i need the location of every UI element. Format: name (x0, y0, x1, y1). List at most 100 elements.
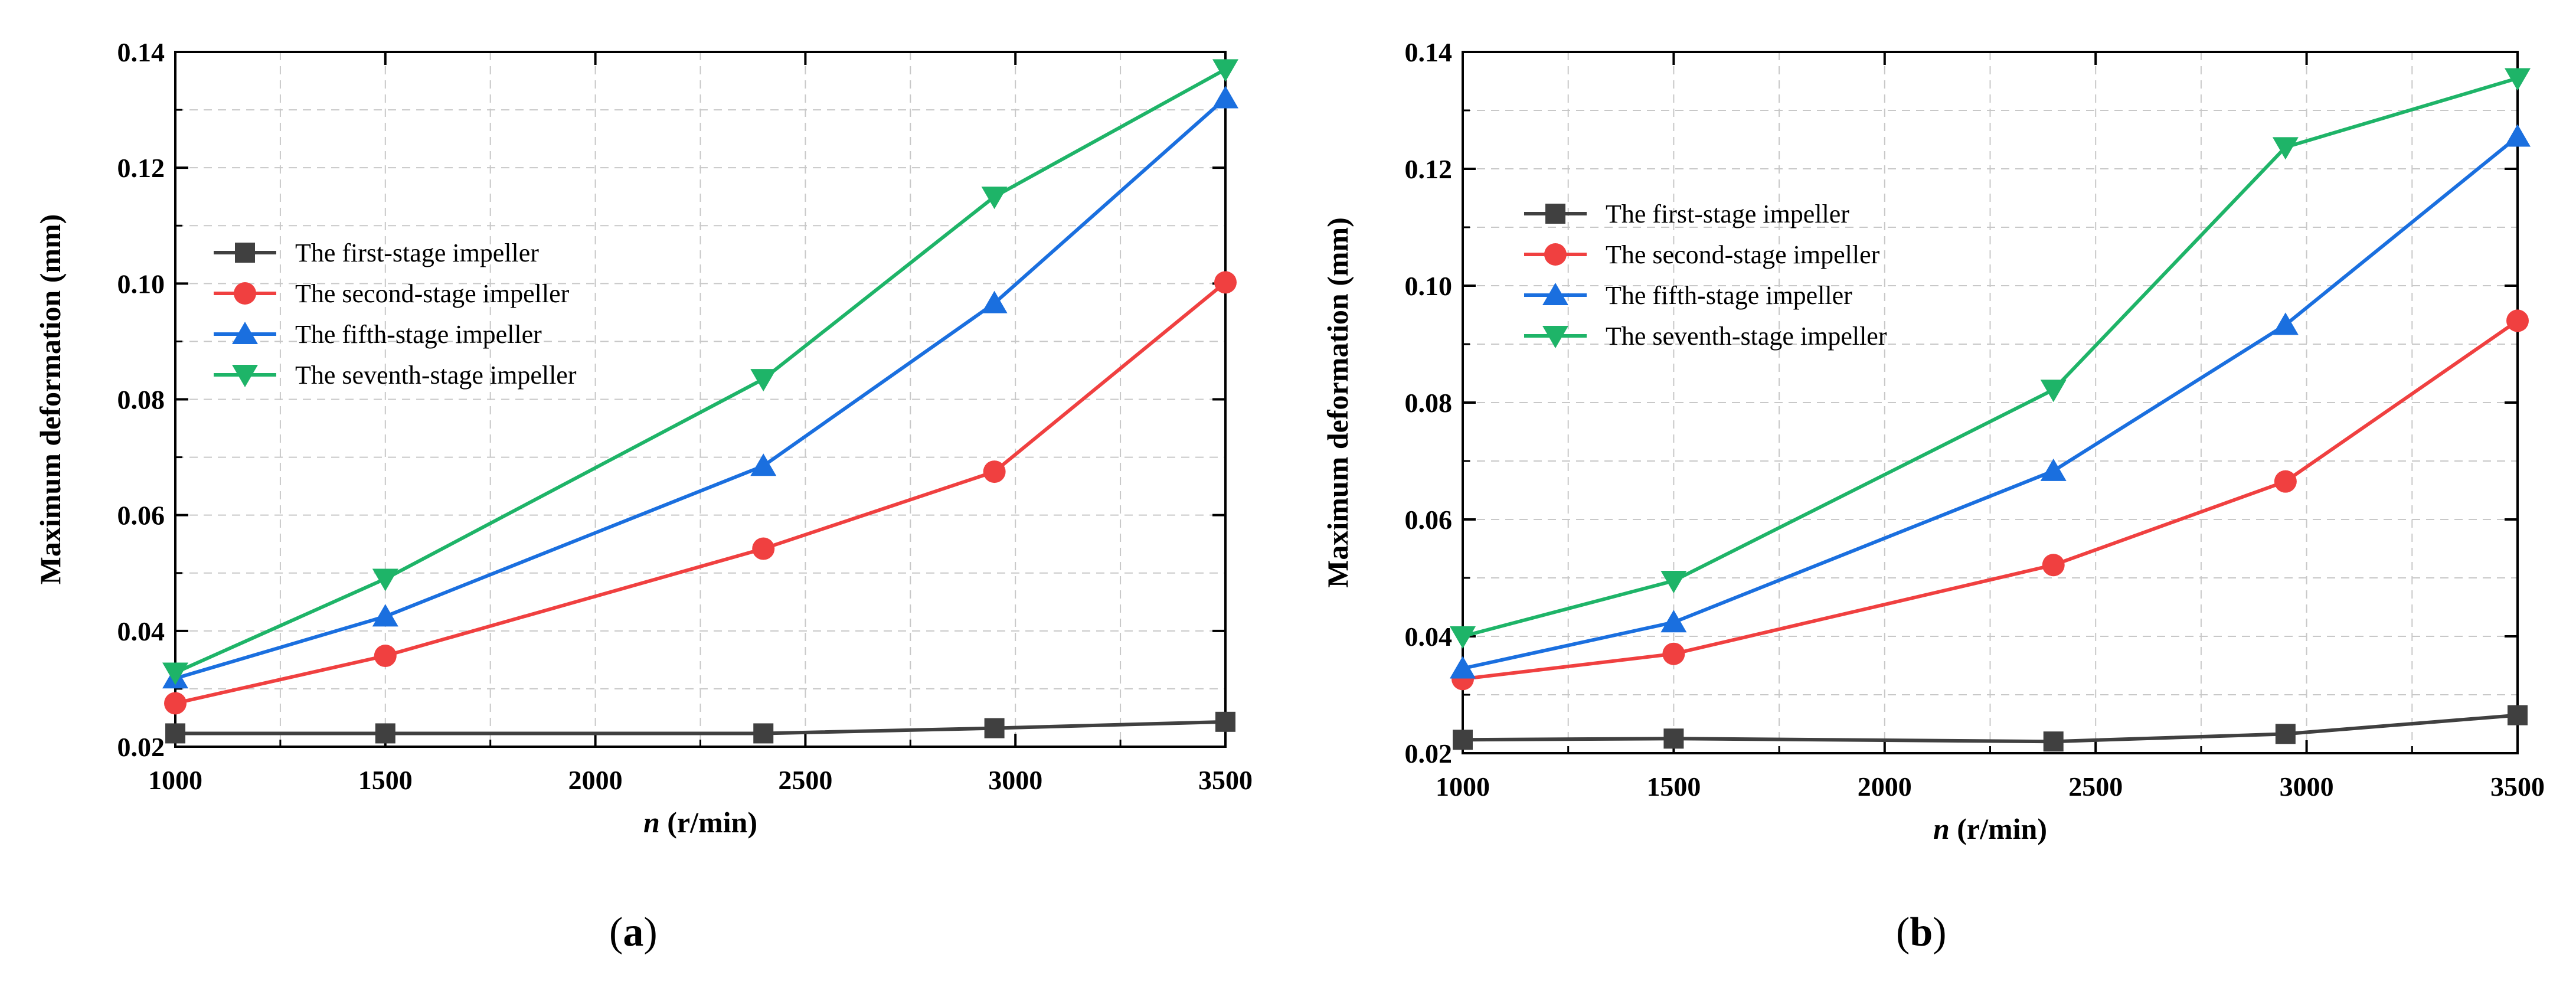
x-tick-label: 2000 (1858, 771, 1912, 802)
data-point (1450, 626, 1476, 649)
x-axis-title: n (r/min) (643, 806, 757, 839)
legend-marker (1542, 283, 1568, 305)
grid-lines (1463, 52, 2518, 753)
data-point (372, 568, 398, 591)
data-point (1663, 728, 1684, 749)
data-point (1453, 730, 1473, 750)
data-point (983, 460, 1006, 483)
data-point (1215, 711, 1235, 732)
y-tick-label: 0.04 (117, 616, 165, 646)
data-point (984, 718, 1005, 738)
series-1 (1453, 705, 2528, 752)
data-point (2505, 124, 2531, 147)
y-tick-label: 0.06 (117, 501, 165, 531)
legend-item: The first-stage impeller (214, 238, 539, 267)
data-point (1662, 642, 1685, 665)
x-tick-label: 3000 (2280, 771, 2334, 802)
y-tick-label: 0.14 (117, 37, 165, 67)
legend-item: The seventh-stage impeller (1524, 322, 1887, 351)
y-tick-label: 0.10 (117, 269, 165, 299)
x-tick-label: 3500 (2490, 771, 2545, 802)
x-tick-label: 1500 (358, 765, 413, 795)
legend-label: The second-stage impeller (1606, 240, 1880, 269)
series-1 (165, 711, 1235, 744)
y-axis-title: Maximum deformation (mm) (1321, 217, 1354, 588)
x-tick-label: 3500 (1198, 765, 1253, 795)
legend-marker (1545, 204, 1565, 224)
data-point (1660, 610, 1687, 633)
legend-marker (1544, 243, 1567, 266)
legend-label: The seventh-stage impeller (295, 361, 577, 390)
x-axis-unit: (r/min) (660, 806, 757, 839)
x-tick-label: 1000 (148, 765, 202, 795)
legend-marker (232, 365, 258, 387)
y-tick-label: 0.08 (117, 385, 165, 415)
data-point (164, 692, 187, 715)
legend-label: The fifth-stage impeller (295, 320, 542, 349)
legend-marker (1542, 326, 1568, 348)
x-tick-label: 1000 (1436, 771, 1490, 802)
data-point (1212, 59, 1238, 82)
y-axis-title: Maximum deformation (mm) (34, 214, 67, 585)
y-tick-label: 0.08 (1405, 388, 1453, 418)
panel-label-b: (b) (1896, 910, 1947, 955)
y-tick-label: 0.14 (1405, 37, 1453, 67)
series-4 (1450, 68, 2531, 649)
grid-lines (175, 52, 1225, 747)
legend: The first-stage impeller The second-stage… (214, 238, 577, 390)
data-point (1212, 86, 1238, 109)
data-point (2272, 312, 2299, 335)
legend-label: The seventh-stage impeller (1606, 322, 1887, 351)
x-tick-label: 3000 (988, 765, 1042, 795)
data-point (981, 187, 1008, 210)
legend-item: The fifth-stage impeller (1524, 281, 1852, 310)
data-point (981, 290, 1008, 313)
series-2 (1452, 309, 2529, 691)
data-point (753, 723, 774, 744)
data-point (2040, 380, 2067, 403)
series-4 (162, 59, 1238, 685)
chart-panel-b: 1000 1500 2000 2500 3000 3500 0.02 0.04 0.06 0.08… (1321, 37, 2545, 845)
chart-panel-a: 1000 1500 2000 2500 3000 3500 0.02 0.04 0.06 0.08… (34, 37, 1253, 839)
legend-item: The seventh-stage impeller (214, 361, 577, 390)
y-tick-label: 0.02 (1405, 738, 1453, 769)
data-point (372, 604, 398, 627)
data-point (2506, 309, 2529, 332)
legend-label: The fifth-stage impeller (1606, 281, 1852, 310)
series-3 (1450, 124, 2531, 679)
y-tick-label: 0.06 (1405, 505, 1453, 535)
data-point (750, 369, 777, 392)
legend-label: The first-stage impeller (1606, 200, 1849, 228)
x-axis-variable: n (643, 806, 660, 839)
x-axis-title: n (r/min) (1933, 812, 2047, 845)
y-tick-label: 0.04 (1405, 622, 1453, 652)
legend-item: The second-stage impeller (214, 279, 570, 308)
data-point (1214, 271, 1237, 294)
panel-label-a: (a) (609, 910, 658, 955)
y-tick-label: 0.02 (117, 732, 165, 762)
x-tick-label: 2500 (778, 765, 832, 795)
data-point (2274, 470, 2297, 493)
x-axis-variable: n (1933, 812, 1950, 845)
x-tick-label: 2000 (568, 765, 623, 795)
x-tick-label: 1500 (1646, 771, 1701, 802)
legend-label: The second-stage impeller (295, 279, 570, 308)
y-tick-label: 0.12 (1405, 154, 1453, 184)
x-axis-unit: (r/min) (1950, 812, 2047, 845)
data-point (2505, 68, 2531, 91)
data-point (2042, 554, 2065, 577)
data-point (2275, 724, 2296, 744)
series-2 (164, 271, 1237, 715)
data-point (2272, 137, 2299, 160)
y-tick-label: 0.10 (1405, 271, 1453, 301)
data-point (374, 645, 397, 668)
data-point (1450, 656, 1476, 679)
data-point (165, 723, 185, 744)
legend-item: The second-stage impeller (1524, 240, 1880, 269)
x-tick-label: 2500 (2068, 771, 2123, 802)
data-point (2040, 458, 2067, 481)
legend-label: The first-stage impeller (295, 238, 539, 267)
legend-marker (232, 322, 258, 344)
data-point (2043, 731, 2064, 752)
